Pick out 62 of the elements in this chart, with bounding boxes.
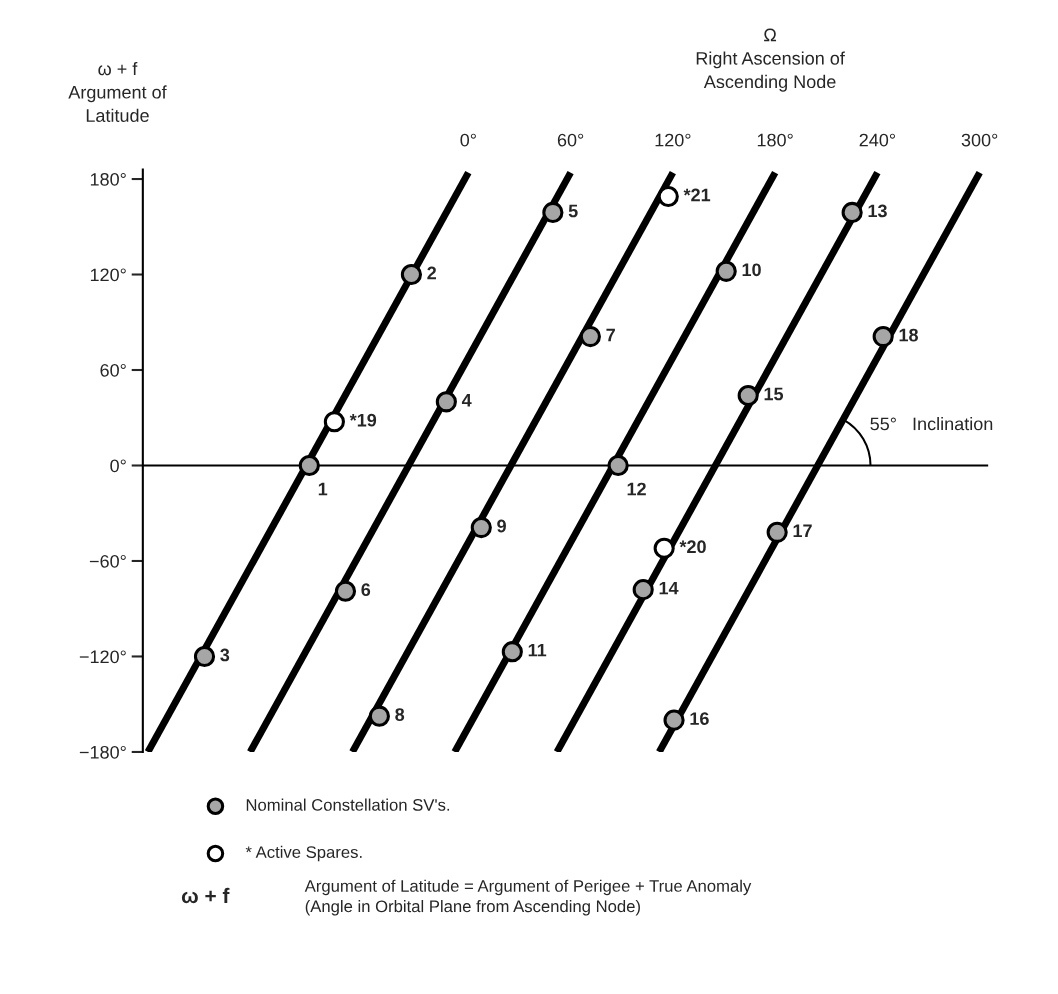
text: Argument of Latitude = Argument of Perigee + True Anomaly (Angle in Orbital Plane from Ascending Node) <box>304 879 752 916</box>
annotation: 15 <box>764 387 784 401</box>
y-axis-title: ω + f Argument of Latitude <box>68 61 167 122</box>
x-tick-label: 180° <box>757 133 793 147</box>
annotation: 8 <box>395 708 405 721</box>
annotation: 1 <box>318 482 328 496</box>
annotation: 16 <box>690 712 709 725</box>
annotation: 3 <box>220 648 230 662</box>
annotation: 18 <box>899 328 918 342</box>
point <box>435 391 457 413</box>
x-tick-label: 240° <box>859 133 895 147</box>
annotation: 2 <box>427 266 437 280</box>
text: ω + f <box>181 887 230 904</box>
annotation: 13 <box>868 204 887 218</box>
annotation: 10 <box>742 263 761 277</box>
point <box>579 326 601 348</box>
x-axis-title: Ω Right Ascension of Ascending Node <box>696 28 845 92</box>
point <box>334 580 357 602</box>
point <box>653 537 675 559</box>
y-tick-label: −120° <box>79 650 126 664</box>
point <box>501 641 523 663</box>
annotation: 4 <box>461 394 472 407</box>
point <box>323 411 345 433</box>
y-tick-label: −180° <box>79 745 126 759</box>
annotation: *20 <box>679 540 706 554</box>
y-tick-label: 60° <box>100 363 126 377</box>
annotation: 12 <box>627 482 646 496</box>
x-tick-label: 120° <box>655 133 691 147</box>
annotation: 5 <box>568 204 578 218</box>
point <box>737 384 759 407</box>
point <box>766 521 788 543</box>
x-tick-label: 60° <box>557 133 584 147</box>
annotation: 9 <box>497 519 506 533</box>
y-tick-label: 120° <box>90 268 126 282</box>
annotation: 55° Inclination <box>870 417 993 431</box>
point <box>193 645 216 668</box>
point <box>841 201 863 224</box>
annotation: 14 <box>659 581 679 595</box>
point <box>872 326 894 348</box>
annotation: 6 <box>361 583 371 597</box>
legend-label: * Active Spares. <box>245 845 362 862</box>
point <box>368 705 390 727</box>
point <box>663 709 685 731</box>
annotation: 11 <box>528 643 547 657</box>
legend-label: Nominal Constellation SV's. <box>246 798 450 811</box>
point <box>657 185 679 208</box>
point <box>298 454 320 477</box>
point <box>607 454 629 477</box>
point <box>400 263 423 286</box>
annotation: 7 <box>606 328 615 342</box>
annotation: *19 <box>349 413 377 427</box>
point <box>632 579 654 601</box>
y-tick-label: −60° <box>89 554 126 568</box>
point <box>715 260 737 282</box>
x-tick-label: 0° <box>460 133 476 147</box>
x-tick-label: 300° <box>961 133 998 147</box>
point <box>542 201 564 224</box>
point <box>470 516 492 539</box>
annotation: *21 <box>683 188 711 202</box>
y-tick-label: 0° <box>110 459 126 473</box>
annotation: 17 <box>793 524 812 537</box>
y-tick-label: 180° <box>90 172 126 186</box>
